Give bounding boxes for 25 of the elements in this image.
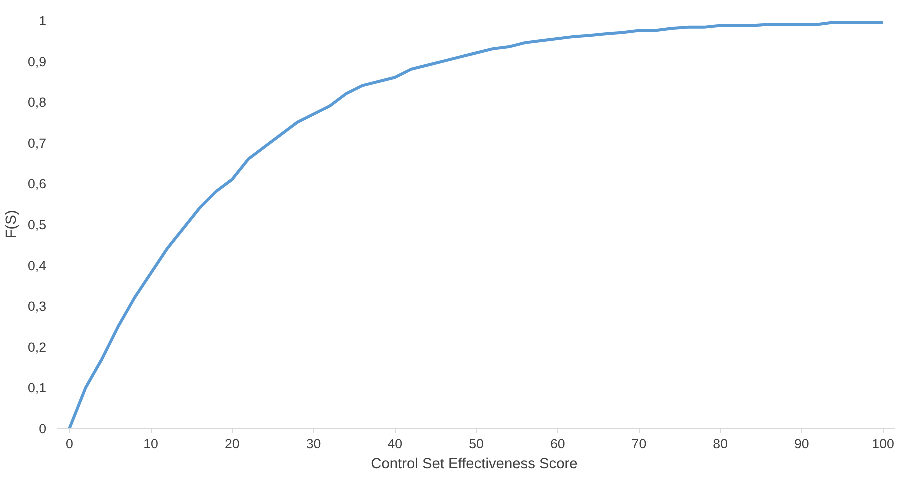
x-tick-label: 50 bbox=[469, 436, 484, 452]
x-tick-label: 80 bbox=[713, 436, 728, 452]
y-tick-label: 0,6 bbox=[28, 176, 47, 192]
x-tick-label: 30 bbox=[306, 436, 322, 452]
x-tick-label: 60 bbox=[550, 436, 566, 452]
line-series bbox=[68, 21, 885, 428]
y-tick-label: 0,8 bbox=[28, 95, 47, 110]
y-tick-label: 0,3 bbox=[28, 299, 47, 314]
x-tick-label: 40 bbox=[388, 436, 403, 452]
y-tick-label: 0,7 bbox=[28, 136, 47, 151]
x-tick-label: 10 bbox=[144, 436, 158, 452]
y-tick-label: 1 bbox=[39, 14, 47, 28]
x-tick-label: 100 bbox=[872, 436, 894, 452]
x-tick-label: 0 bbox=[66, 436, 74, 452]
y-tick-label: 0 bbox=[39, 422, 47, 436]
x-tick-label: 90 bbox=[794, 436, 810, 452]
x-tick-label: 20 bbox=[225, 436, 240, 452]
y-tick-label: 0,4 bbox=[28, 258, 48, 274]
y-axis-title: F(S) bbox=[4, 210, 20, 239]
y-tick-label: 0,2 bbox=[28, 340, 47, 355]
y-tick-label: 0,5 bbox=[28, 218, 47, 232]
y-tick-label: 0,9 bbox=[28, 54, 47, 70]
x-axis-title: Control Set Effectiveness Score bbox=[371, 456, 578, 472]
x-tick-label: 70 bbox=[632, 436, 647, 452]
y-tick-label: 0,1 bbox=[28, 380, 47, 396]
